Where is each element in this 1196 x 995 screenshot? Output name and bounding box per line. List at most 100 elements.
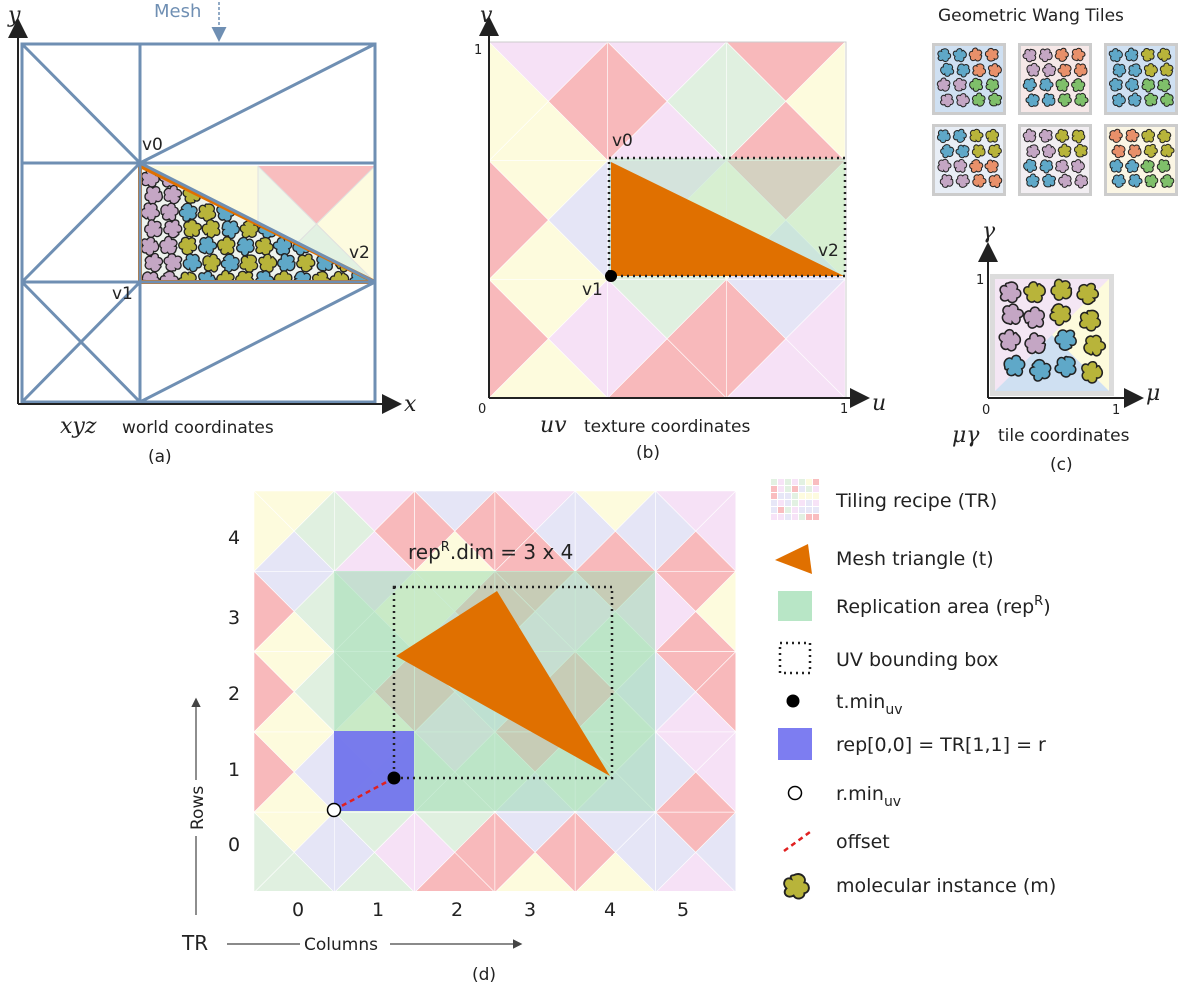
molecule-instance <box>998 328 1022 352</box>
molecule-instance <box>936 77 951 92</box>
gamma-tick-1: 1 <box>976 273 984 288</box>
v2-label: v2 <box>349 243 370 263</box>
uv-mesh-triangle <box>611 162 844 276</box>
molecule-instance <box>1038 129 1053 143</box>
tile-triangle <box>494 491 536 573</box>
legend-tiling-recipe: Tiling recipe (TR) <box>835 490 997 512</box>
molecule-instance <box>182 253 203 273</box>
wang-tile <box>1104 124 1178 196</box>
molecule-instance <box>1109 159 1124 173</box>
r-min-uv-point <box>326 802 342 818</box>
row-label: 4 <box>228 527 240 549</box>
molecule-instance <box>1073 63 1088 77</box>
row-label: 3 <box>228 607 240 629</box>
wang-tile <box>932 43 1006 115</box>
molecule-instance <box>969 159 984 173</box>
molecule-instance <box>1143 143 1158 158</box>
molecule-instance <box>1125 159 1140 173</box>
molecule-instance <box>144 219 163 239</box>
molecule-instance <box>1081 360 1103 384</box>
legend-triangle-swatch <box>775 544 812 574</box>
panel-c-wang-tiles: Geometric Wang Tiles γ μ 1 0 1 μγ tile c… <box>932 6 1178 475</box>
molecule-instance <box>1140 159 1155 174</box>
tr-label: TR <box>181 931 208 955</box>
molecule-instance <box>937 129 951 144</box>
column-label: 4 <box>604 899 616 921</box>
tile-triangle <box>489 278 549 398</box>
caption-d: (d) <box>472 965 496 985</box>
tile-triangle <box>333 491 375 573</box>
molecule-instance <box>1025 173 1040 188</box>
molecule-instance <box>1057 63 1072 78</box>
tile-triangle <box>726 42 787 162</box>
molecule-instance <box>1156 159 1171 173</box>
molecule-instance <box>1023 306 1046 329</box>
molecule-instance <box>1159 62 1174 77</box>
molecule-instance <box>1024 332 1047 355</box>
v2-label-b: v2 <box>818 241 839 261</box>
molecule-instance <box>940 93 954 108</box>
molecule-instance <box>985 78 1000 93</box>
molecule-instance <box>1054 329 1077 351</box>
molecule-instance <box>940 62 955 77</box>
molecule-instance <box>1001 303 1024 326</box>
molecule-instance <box>1054 47 1069 62</box>
molecule-instance <box>1127 144 1142 159</box>
rows-label-bg <box>186 780 208 836</box>
molecule-instance <box>1109 77 1123 92</box>
mu-origin-tick: 0 <box>982 403 990 418</box>
v-tick-1: 1 <box>474 43 482 58</box>
column-label: 3 <box>524 899 536 921</box>
molecule-instance <box>197 203 217 222</box>
molecule-instance <box>1144 92 1158 107</box>
molecule-instance <box>988 174 1003 189</box>
uv-math: uv <box>540 413 567 438</box>
tile-triangle <box>254 651 295 733</box>
molecule-instance <box>1108 48 1123 63</box>
v-axis-label: v <box>480 3 493 28</box>
tile-triangle <box>414 491 456 573</box>
molecule-instance <box>1071 78 1086 92</box>
molecule-instance <box>1055 128 1070 143</box>
column-labels: 0 1 2 3 4 5 <box>292 899 689 921</box>
row-labels: 4 3 2 1 0 <box>228 527 240 856</box>
molecule-instance <box>163 253 183 272</box>
caption-b: (b) <box>636 443 660 463</box>
molecule-instance <box>1112 63 1127 78</box>
molecule-instance <box>999 281 1022 304</box>
molecule-instance <box>1083 334 1107 357</box>
molecule-instance <box>1128 63 1143 78</box>
column-label: 1 <box>372 899 384 921</box>
tile-triangle <box>414 811 456 891</box>
molecule-instance <box>1157 129 1172 144</box>
molecule-instance <box>1050 278 1073 301</box>
molecule-instance <box>216 236 236 256</box>
mu-axis-label: μ <box>1146 381 1160 406</box>
molecule-instance <box>1022 77 1037 92</box>
molecule-instance <box>937 158 952 173</box>
molecule-instance <box>1111 174 1126 188</box>
legend-replication-swatch <box>778 591 812 621</box>
molecule-instance <box>277 253 296 273</box>
molecule-instance <box>1039 77 1054 92</box>
tile-triangle <box>494 811 536 891</box>
molecule-instance <box>1025 93 1040 108</box>
rep-0-0-tile <box>334 731 414 811</box>
tile-triangle <box>574 811 616 891</box>
molecule-instance <box>1074 92 1089 107</box>
molecule-instance <box>1057 93 1072 107</box>
molecule-instance <box>1160 92 1174 107</box>
molecule-instance <box>1074 143 1088 158</box>
tile-triangle <box>254 570 295 653</box>
mesh-label: Mesh <box>154 1 201 22</box>
molecule-instance <box>956 93 970 108</box>
column-label: 0 <box>292 899 304 921</box>
molecule-instance <box>1144 174 1159 188</box>
molecule-instance <box>1041 144 1056 159</box>
wang-tile <box>932 124 1006 196</box>
molecule-instance <box>952 48 967 63</box>
molecule-instance <box>254 270 275 282</box>
molecule-instance <box>201 219 221 239</box>
row-label: 1 <box>228 759 240 781</box>
